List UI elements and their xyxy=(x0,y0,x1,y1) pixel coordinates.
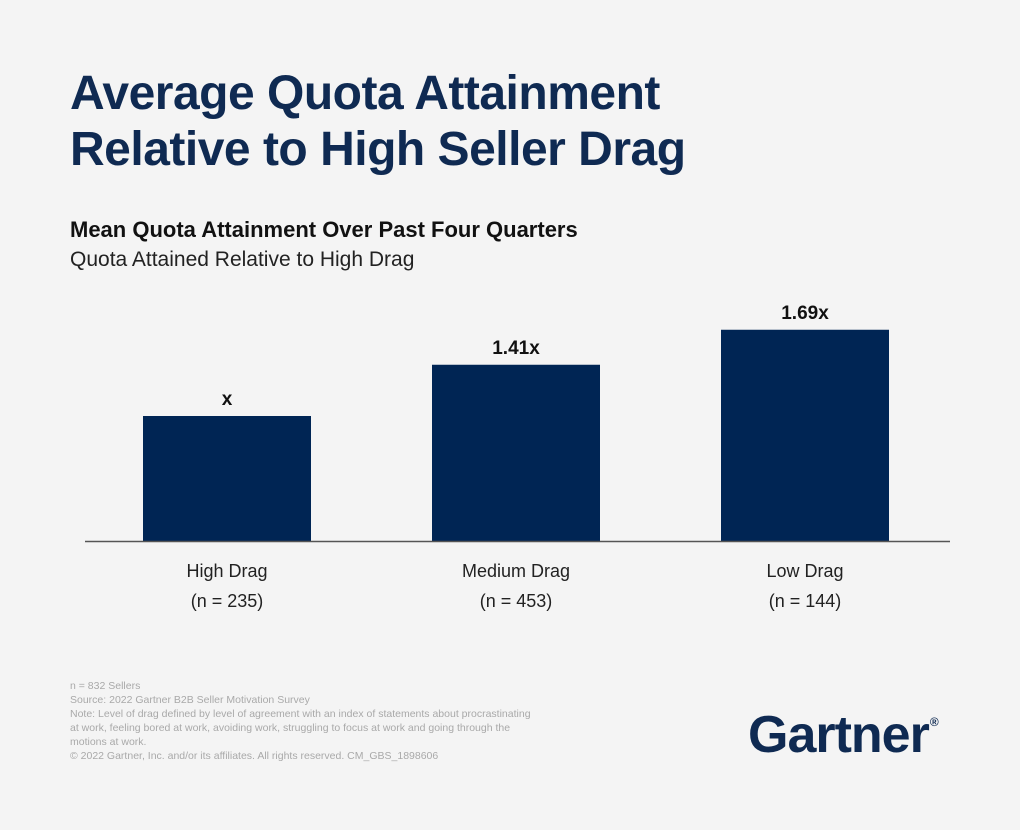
footnote-note: Note: Level of drag defined by level of … xyxy=(70,708,534,748)
footnote-source: Source: 2022 Gartner B2B Seller Motivati… xyxy=(70,694,310,706)
title-line-1: Average Quota Attainment xyxy=(70,67,660,120)
category-label: High Drag xyxy=(186,561,267,581)
bar-chart: x High Drag (n = 235) 1.41x Medium Drag (n = … xyxy=(85,303,950,611)
page-title: Average Quota Attainment Relative to Hig… xyxy=(70,66,970,178)
bar-medium-drag xyxy=(432,364,600,541)
gartner-logo: Gartner® xyxy=(748,705,939,765)
data-label: 1.41x xyxy=(492,338,540,359)
bar-high-drag xyxy=(143,416,311,541)
title-line-2: Relative to High Seller Drag xyxy=(70,123,686,176)
footnote-copyright: © 2022 Gartner, Inc. and/or its affiliat… xyxy=(70,750,439,762)
bar-low-drag xyxy=(721,329,889,541)
footnotes: n = 832 Sellers Source: 2022 Gartner B2B… xyxy=(70,679,540,763)
category-note: (n = 144) xyxy=(769,591,842,611)
data-label: x xyxy=(222,389,233,410)
chart-subtitle: Quota Attained Relative to High Drag xyxy=(70,248,415,271)
category-label: Low Drag xyxy=(766,561,843,581)
logo-text: Gartner xyxy=(748,706,930,764)
chart-title: Mean Quota Attainment Over Past Four Qua… xyxy=(70,217,578,242)
footnote-sample: n = 832 Sellers xyxy=(70,680,141,692)
category-label: Medium Drag xyxy=(462,561,570,581)
registered-mark: ® xyxy=(929,715,939,729)
data-label: 1.69x xyxy=(781,303,829,324)
category-note: (n = 453) xyxy=(480,591,553,611)
category-note: (n = 235) xyxy=(191,591,264,611)
